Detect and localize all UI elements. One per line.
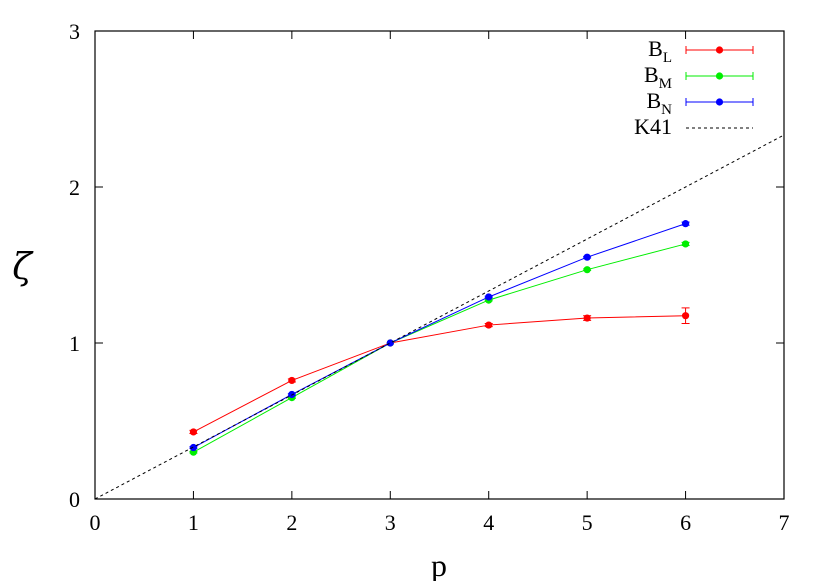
x-tick-label: 5 xyxy=(582,510,593,535)
legend-label: BN xyxy=(646,88,672,118)
legend-label-subscript: M xyxy=(659,76,672,92)
data-point xyxy=(485,293,493,301)
x-tick-label: 7 xyxy=(779,510,790,535)
x-tick-label: 3 xyxy=(385,510,396,535)
y-tick-label: 0 xyxy=(69,487,80,512)
legend-sample-marker xyxy=(715,72,724,80)
y-axis-label: ζ xyxy=(12,247,34,288)
legend-label: K41 xyxy=(634,114,672,139)
data-point xyxy=(583,253,591,261)
series-line-BL xyxy=(193,315,686,433)
series-layer xyxy=(94,134,785,500)
y-tick-label: 1 xyxy=(69,331,80,356)
legend-label-main: K41 xyxy=(634,114,672,139)
y-tick-label: 3 xyxy=(69,19,80,44)
data-point xyxy=(583,266,591,274)
legend-sample-marker xyxy=(715,46,724,54)
legend-label-subscript: N xyxy=(661,102,672,118)
x-tick-label: 4 xyxy=(483,510,494,535)
data-point xyxy=(189,428,198,436)
series-line-BM xyxy=(193,243,686,453)
axis-ticks: 0 1 2 3 4 5 6 7 0 1 2 3 xyxy=(69,19,790,535)
x-tick-label: 0 xyxy=(90,510,101,535)
legend-label-main: B xyxy=(646,88,661,113)
data-point xyxy=(681,312,690,320)
x-tick-label: 6 xyxy=(680,510,691,535)
data-point xyxy=(189,443,198,452)
data-point xyxy=(681,240,690,248)
legend-label-subscript: L xyxy=(663,50,672,66)
data-point xyxy=(288,376,296,385)
legend-label: BL xyxy=(648,36,672,66)
legend-label-main: B xyxy=(644,62,659,87)
x-axis-label: p xyxy=(431,547,447,581)
data-point xyxy=(583,314,591,322)
x-tick-label: 1 xyxy=(188,510,199,535)
data-point xyxy=(485,321,493,329)
legend-label-main: B xyxy=(648,36,663,61)
series-line-BN xyxy=(193,223,686,448)
data-point xyxy=(681,220,690,228)
legend-sample-marker xyxy=(715,98,724,106)
plot-frame xyxy=(94,30,785,500)
data-point xyxy=(386,339,394,347)
x-tick-label: 2 xyxy=(286,510,297,535)
legend-label: BM xyxy=(644,62,672,92)
y-tick-label: 2 xyxy=(69,175,80,200)
k41-reference-line xyxy=(94,134,785,500)
